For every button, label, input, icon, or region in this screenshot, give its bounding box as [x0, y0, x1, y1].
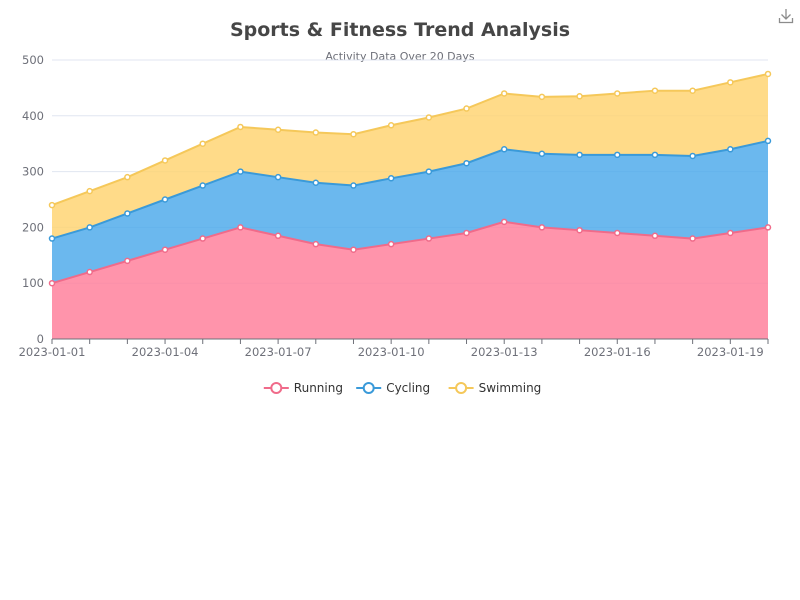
data-point-running: [651, 232, 659, 240]
data-point-swimming: [727, 79, 734, 86]
axes: 0 100 200 300 400 500 2023-01-01 2023-01-04 2023…: [19, 53, 769, 359]
data-point-swimming: [274, 126, 282, 133]
legend-item-swimming[interactable]: Swimming: [448, 381, 542, 395]
data-point-cycling: [500, 146, 508, 153]
data-point-cycling: [689, 152, 696, 160]
chart-title: Sports & Fitness Trend Analysis: [229, 19, 571, 41]
data-point-swimming: [689, 87, 696, 94]
data-point-cycling: [538, 150, 546, 157]
x-tick-label: 2023-01-19: [697, 345, 764, 359]
x-tick-label: 2023-01-01: [19, 345, 86, 359]
x-tick-label: 2023-01-13: [471, 345, 538, 359]
area-fills: [52, 73, 768, 339]
line-cycling: [51, 139, 769, 240]
x-tick-label: 2023-01-16: [584, 345, 651, 359]
data-point-running: [463, 229, 470, 237]
y-tick-label: 500: [22, 53, 44, 67]
data-point-cycling: [727, 146, 734, 153]
data-point-running: [764, 224, 772, 231]
data-point-swimming: [651, 87, 659, 94]
data-point-cycling: [425, 168, 433, 175]
data-point-running: [689, 235, 696, 242]
data-point-running: [500, 218, 508, 226]
data-point-swimming: [764, 70, 772, 78]
data-point-swimming: [161, 157, 169, 164]
download-icon: [778, 9, 794, 24]
series-lines: [51, 72, 769, 285]
data-points: [48, 70, 772, 287]
data-point-cycling: [312, 179, 320, 187]
legend-label: Swimming: [479, 381, 542, 395]
download-button[interactable]: [776, 6, 796, 26]
data-point-swimming: [237, 123, 244, 131]
legend-label: Cycling: [386, 381, 430, 395]
data-point-running: [48, 279, 56, 287]
y-tick-label: 100: [22, 276, 44, 290]
data-point-running: [350, 246, 357, 253]
legend-marker: [362, 382, 375, 394]
data-point-cycling: [463, 159, 470, 167]
data-point-swimming: [463, 105, 470, 112]
data-point-running: [614, 229, 621, 237]
data-point-cycling: [199, 182, 206, 189]
data-point-cycling: [48, 235, 56, 242]
data-point-cycling: [651, 151, 659, 159]
data-point-running: [161, 246, 169, 253]
data-point-swimming: [576, 93, 583, 100]
area-swimming: [52, 73, 768, 239]
data-point-running: [199, 235, 206, 242]
data-point-swimming: [312, 129, 320, 136]
legend-item-running[interactable]: Running: [263, 381, 343, 395]
y-tick-label: 300: [22, 165, 44, 179]
data-point-running: [274, 232, 282, 240]
data-point-swimming: [124, 173, 131, 181]
line-swimming: [51, 72, 769, 207]
data-point-running: [86, 268, 93, 276]
line-running: [51, 220, 769, 285]
x-tick-label: 2023-01-04: [132, 345, 199, 359]
data-point-cycling: [350, 182, 357, 189]
area-running: [52, 221, 768, 339]
data-point-running: [387, 240, 395, 248]
data-point-swimming: [86, 187, 93, 195]
legend: Running Cycling Swimming: [263, 381, 542, 395]
data-point-cycling: [274, 173, 282, 181]
y-tick-label: 200: [22, 220, 44, 234]
y-tick-label: 400: [22, 109, 44, 123]
data-point-cycling: [124, 210, 131, 217]
legend-label: Running: [294, 381, 343, 395]
data-point-cycling: [161, 196, 169, 203]
data-point-cycling: [764, 137, 772, 145]
x-tick-label: 2023-01-10: [358, 345, 425, 359]
legend-item-cycling[interactable]: Cycling: [356, 381, 430, 395]
data-point-cycling: [576, 151, 583, 159]
data-point-running: [124, 257, 131, 265]
data-point-running: [538, 224, 546, 231]
area-cycling: [52, 140, 768, 284]
data-point-cycling: [614, 151, 621, 159]
data-point-cycling: [387, 175, 395, 182]
data-point-swimming: [538, 93, 546, 101]
data-point-cycling: [86, 224, 93, 231]
data-point-running: [576, 226, 583, 234]
data-point-swimming: [48, 201, 56, 209]
data-point-running: [312, 240, 320, 248]
data-point-running: [727, 229, 734, 237]
data-point-swimming: [387, 122, 395, 129]
y-tick-label: 0: [37, 332, 44, 346]
data-point-swimming: [500, 90, 508, 97]
legend-marker: [270, 382, 283, 394]
legend-marker: [455, 382, 468, 394]
data-point-cycling: [237, 168, 244, 175]
data-point-swimming: [614, 90, 621, 97]
data-point-running: [425, 235, 433, 242]
x-tick-label: 2023-01-07: [245, 345, 312, 359]
data-point-swimming: [350, 130, 357, 138]
data-point-swimming: [425, 114, 433, 121]
data-point-running: [237, 224, 244, 231]
data-point-swimming: [199, 140, 206, 147]
